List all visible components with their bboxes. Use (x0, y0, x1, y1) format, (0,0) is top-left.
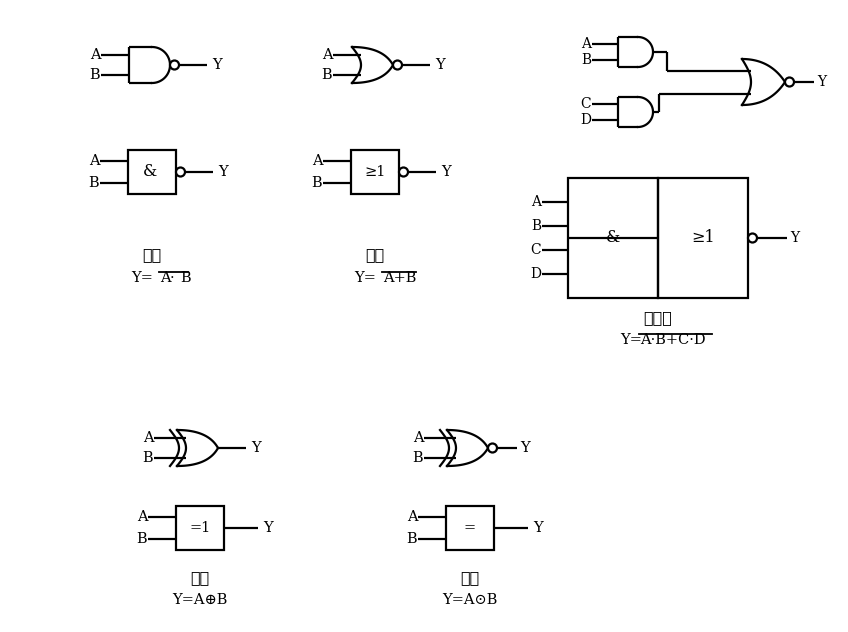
Text: D: D (531, 267, 542, 281)
Text: 同或: 同或 (460, 569, 480, 586)
Text: Y=A⊕B: Y=A⊕B (172, 593, 227, 607)
Text: B: B (581, 53, 591, 68)
Bar (128, 150, 176, 194)
Text: 或非: 或非 (365, 246, 385, 264)
Text: =1: =1 (189, 521, 210, 535)
Text: 与非: 与非 (142, 246, 162, 264)
Text: A: A (90, 48, 100, 62)
Circle shape (785, 78, 794, 87)
Text: ≥1: ≥1 (691, 229, 715, 246)
Text: A: A (581, 37, 591, 51)
Text: A: A (160, 271, 170, 285)
Circle shape (393, 61, 402, 70)
Text: B: B (321, 68, 332, 82)
Text: Y: Y (533, 521, 543, 535)
Text: A: A (142, 431, 153, 445)
Text: Y: Y (218, 165, 228, 179)
Text: C: C (531, 243, 541, 257)
Circle shape (488, 444, 497, 453)
Text: Y: Y (251, 441, 261, 455)
Text: Y: Y (263, 521, 273, 535)
Text: Y=: Y= (131, 271, 153, 285)
Text: =: = (464, 521, 476, 535)
Text: 与或非: 与或非 (644, 310, 672, 327)
Text: Y=: Y= (620, 333, 642, 347)
Bar (658, 178, 748, 298)
Text: B: B (407, 532, 417, 546)
Text: B: B (142, 451, 153, 465)
Text: D: D (581, 113, 592, 128)
Text: A: A (137, 510, 148, 524)
Text: A: A (312, 154, 322, 168)
Text: B: B (90, 68, 100, 82)
Text: ·: · (170, 271, 175, 285)
Text: ≥1: ≥1 (365, 165, 386, 179)
Text: B: B (89, 176, 99, 190)
Bar (568, 178, 658, 298)
Text: B: B (180, 271, 191, 285)
Text: A: A (89, 154, 99, 168)
Text: B: B (312, 176, 322, 190)
Circle shape (170, 61, 179, 70)
Text: Y: Y (520, 441, 530, 455)
Text: A: A (413, 431, 423, 445)
Text: Y: Y (435, 58, 445, 72)
Text: A: A (531, 195, 541, 209)
Bar (351, 150, 399, 194)
Text: Y: Y (817, 75, 827, 89)
Text: C: C (581, 97, 591, 111)
Text: B: B (137, 532, 148, 546)
Text: A: A (321, 48, 332, 62)
Bar (446, 506, 494, 550)
Text: 异或: 异或 (190, 569, 209, 586)
Text: B: B (531, 219, 541, 233)
Circle shape (748, 233, 757, 243)
Bar (176, 506, 224, 550)
Text: &: & (605, 229, 620, 246)
Text: Y: Y (441, 165, 451, 179)
Text: A·B+C·D: A·B+C·D (640, 333, 706, 347)
Text: B: B (413, 451, 423, 465)
Circle shape (176, 167, 185, 176)
Text: Y=A⊙B: Y=A⊙B (443, 593, 498, 607)
Text: Y: Y (790, 231, 800, 245)
Text: Y=: Y= (354, 271, 376, 285)
Text: Y: Y (212, 58, 222, 72)
Circle shape (399, 167, 408, 176)
Text: A: A (407, 510, 417, 524)
Text: &: & (142, 164, 157, 181)
Text: A+B: A+B (383, 271, 416, 285)
